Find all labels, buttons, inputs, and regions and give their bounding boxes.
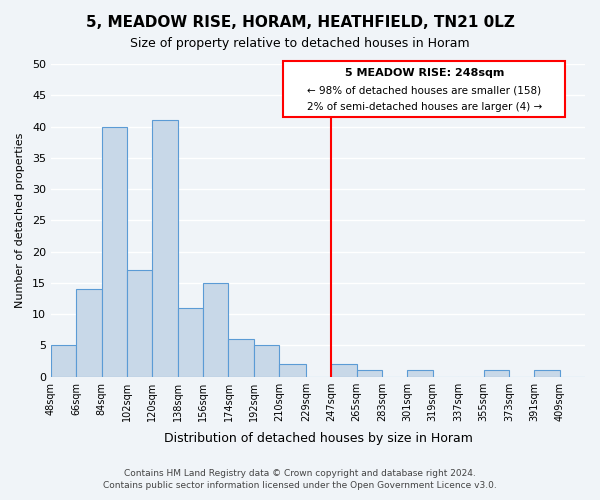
Bar — [331, 364, 357, 376]
Bar — [279, 364, 306, 376]
Text: Size of property relative to detached houses in Horam: Size of property relative to detached ho… — [130, 38, 470, 51]
Text: Contains HM Land Registry data © Crown copyright and database right 2024.
Contai: Contains HM Land Registry data © Crown c… — [103, 468, 497, 490]
Bar — [484, 370, 509, 376]
Bar — [357, 370, 382, 376]
Bar — [101, 126, 127, 376]
Bar — [534, 370, 560, 376]
Text: 5, MEADOW RISE, HORAM, HEATHFIELD, TN21 0LZ: 5, MEADOW RISE, HORAM, HEATHFIELD, TN21 … — [86, 15, 514, 30]
Bar — [152, 120, 178, 376]
Bar — [407, 370, 433, 376]
Bar — [254, 346, 279, 376]
Text: ← 98% of detached houses are smaller (158)
2% of semi-detached houses are larger: ← 98% of detached houses are smaller (15… — [307, 86, 542, 113]
Bar — [51, 346, 76, 376]
X-axis label: Distribution of detached houses by size in Horam: Distribution of detached houses by size … — [164, 432, 472, 445]
Bar — [76, 289, 101, 376]
Text: 5 MEADOW RISE: 248sqm: 5 MEADOW RISE: 248sqm — [344, 68, 504, 78]
Y-axis label: Number of detached properties: Number of detached properties — [15, 132, 25, 308]
Bar — [178, 308, 203, 376]
FancyBboxPatch shape — [283, 61, 565, 117]
Bar — [229, 339, 254, 376]
Bar — [203, 283, 229, 376]
Bar — [127, 270, 152, 376]
